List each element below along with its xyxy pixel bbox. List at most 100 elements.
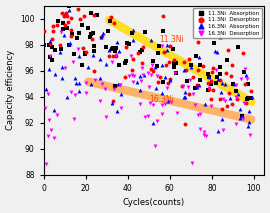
Point [52, 137, 56, 140]
Point [77, 89, 81, 92]
Point [103, 87, 107, 91]
Point [218, 97, 222, 101]
Point [132, 74, 136, 77]
Point [174, 62, 178, 65]
Point [182, 69, 187, 72]
Point [156, 81, 160, 84]
Point [158, 75, 162, 78]
Point [123, 61, 128, 64]
Point [218, 78, 222, 81]
Point [206, 72, 211, 76]
Point [136, 51, 140, 55]
Point [107, 54, 111, 58]
Point [55, 23, 59, 27]
Point [47, 67, 52, 71]
Point [112, 88, 116, 91]
Point [55, 113, 59, 117]
Point [42, 43, 46, 46]
Point [214, 81, 218, 85]
Point [161, 30, 166, 33]
Point [229, 64, 234, 67]
Point [67, 43, 72, 46]
Point [169, 101, 173, 104]
Point [225, 104, 229, 108]
Point [48, 39, 52, 42]
Point [109, 15, 113, 19]
Point [163, 76, 167, 79]
Point [171, 58, 176, 62]
Point [241, 51, 245, 54]
Point [245, 77, 249, 80]
Point [166, 82, 170, 85]
Point [52, 109, 57, 112]
Point [197, 83, 201, 86]
Point [118, 83, 122, 87]
Point [157, 45, 161, 48]
Point [246, 124, 250, 128]
Point [142, 74, 146, 77]
Legend: 11.3Ni  Absorption, 11.3Ni  Desorption, 16.3Ni  Absorption, 16.3Ni  Desorption: 11.3Ni Absorption, 11.3Ni Desorption, 16… [193, 8, 262, 38]
Point [135, 81, 139, 84]
Point [129, 55, 133, 58]
Point [160, 113, 164, 116]
Point [160, 81, 165, 84]
Point [155, 65, 159, 68]
Point [86, 26, 90, 30]
Point [81, 47, 85, 50]
Point [225, 59, 229, 62]
Point [220, 81, 224, 85]
Point [140, 48, 144, 51]
Point [249, 90, 253, 93]
Point [131, 58, 136, 61]
Point [244, 73, 248, 76]
Point [163, 102, 167, 106]
Point [195, 40, 200, 44]
Point [235, 93, 240, 96]
Point [167, 61, 171, 64]
Point [230, 102, 234, 106]
Point [209, 104, 214, 108]
Point [110, 99, 115, 103]
Point [146, 71, 150, 75]
Point [138, 102, 143, 106]
Point [246, 97, 250, 100]
Point [110, 60, 114, 64]
Point [43, 163, 48, 166]
Point [165, 43, 169, 46]
Point [98, 57, 102, 60]
Point [79, 0, 83, 3]
Point [112, 22, 116, 25]
Point [130, 68, 134, 71]
Point [84, 81, 88, 85]
Point [187, 92, 191, 95]
Point [198, 63, 202, 67]
Point [206, 88, 210, 91]
Point [71, 60, 75, 63]
Point [47, 119, 51, 122]
Point [189, 63, 193, 67]
Point [216, 129, 220, 133]
Point [247, 109, 252, 113]
Point [197, 112, 202, 115]
Point [150, 122, 155, 125]
Point [183, 96, 187, 99]
Point [114, 53, 118, 56]
Point [211, 66, 215, 69]
Point [168, 44, 172, 47]
Point [248, 134, 252, 137]
Point [170, 48, 175, 51]
Point [125, 42, 130, 45]
Point [65, 14, 69, 17]
Point [204, 134, 208, 138]
Point [198, 127, 202, 131]
Point [104, 62, 108, 66]
Point [98, 99, 102, 102]
Point [58, 43, 62, 47]
Point [183, 122, 187, 126]
Point [91, 53, 95, 57]
Point [70, 32, 74, 36]
Point [151, 59, 155, 63]
Point [238, 107, 242, 111]
Point [100, 82, 104, 86]
Point [76, 54, 81, 58]
